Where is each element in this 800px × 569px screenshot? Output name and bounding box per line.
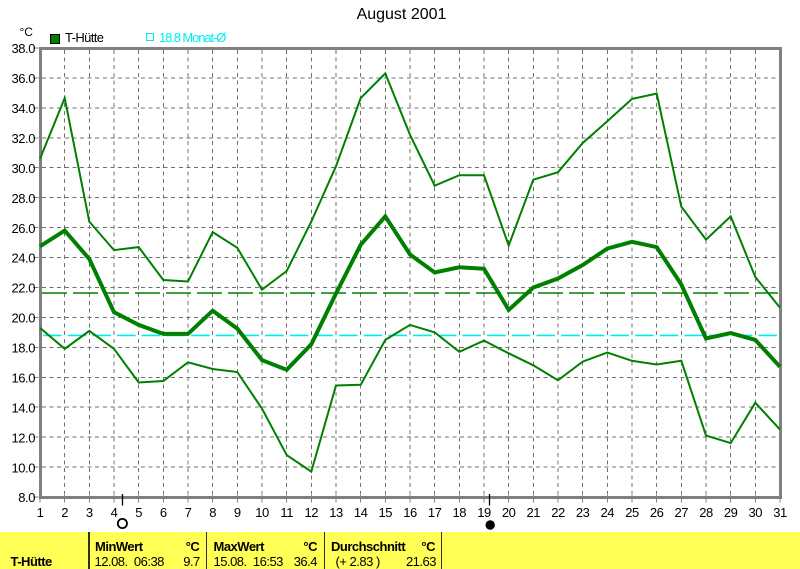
svg-text:22: 22 xyxy=(551,505,565,520)
svg-text:10: 10 xyxy=(255,505,269,520)
svg-text:6: 6 xyxy=(160,505,167,520)
svg-text:30.0: 30.0 xyxy=(11,161,35,176)
svg-text:36.0: 36.0 xyxy=(11,71,35,86)
svg-text:13: 13 xyxy=(329,505,343,520)
svg-text:16.0: 16.0 xyxy=(11,371,35,386)
svg-text:12: 12 xyxy=(305,505,319,520)
svg-text:32.0: 32.0 xyxy=(11,131,35,146)
svg-text:23: 23 xyxy=(576,505,590,520)
svg-text:27: 27 xyxy=(675,505,689,520)
svg-text:14: 14 xyxy=(354,505,368,520)
svg-text:8.0: 8.0 xyxy=(18,490,35,505)
svg-text:20.0: 20.0 xyxy=(11,311,35,326)
svg-text:28.0: 28.0 xyxy=(11,191,35,206)
svg-text:25: 25 xyxy=(625,505,639,520)
svg-text:30: 30 xyxy=(749,505,763,520)
svg-text:26: 26 xyxy=(650,505,664,520)
svg-text:16: 16 xyxy=(403,505,417,520)
svg-text:21: 21 xyxy=(527,505,541,520)
svg-text:11: 11 xyxy=(280,505,293,520)
svg-text:31: 31 xyxy=(773,505,787,520)
svg-text:29: 29 xyxy=(724,505,738,520)
svg-text:4: 4 xyxy=(111,505,118,520)
svg-text:2: 2 xyxy=(61,505,68,520)
svg-text:7: 7 xyxy=(185,505,192,520)
svg-text:38.0: 38.0 xyxy=(11,41,35,56)
svg-text:9: 9 xyxy=(234,505,241,520)
svg-text:17: 17 xyxy=(428,505,442,520)
svg-text:28: 28 xyxy=(699,505,713,520)
svg-text:22.0: 22.0 xyxy=(11,281,35,296)
svg-text:5: 5 xyxy=(135,505,142,520)
svg-text:26.0: 26.0 xyxy=(11,221,35,236)
svg-text:1: 1 xyxy=(37,505,44,520)
svg-text:19: 19 xyxy=(477,505,491,520)
svg-text:10.0: 10.0 xyxy=(11,460,35,475)
svg-text:24: 24 xyxy=(601,505,615,520)
svg-text:34.0: 34.0 xyxy=(11,101,35,116)
svg-text:3: 3 xyxy=(86,505,93,520)
svg-text:18.0: 18.0 xyxy=(11,341,35,356)
svg-text:24.0: 24.0 xyxy=(11,251,35,266)
svg-text:14.0: 14.0 xyxy=(11,400,35,415)
svg-text:12.0: 12.0 xyxy=(11,430,35,445)
svg-text:18: 18 xyxy=(453,505,467,520)
svg-text:15: 15 xyxy=(379,505,393,520)
svg-text:8: 8 xyxy=(209,505,216,520)
svg-text:20: 20 xyxy=(502,505,516,520)
